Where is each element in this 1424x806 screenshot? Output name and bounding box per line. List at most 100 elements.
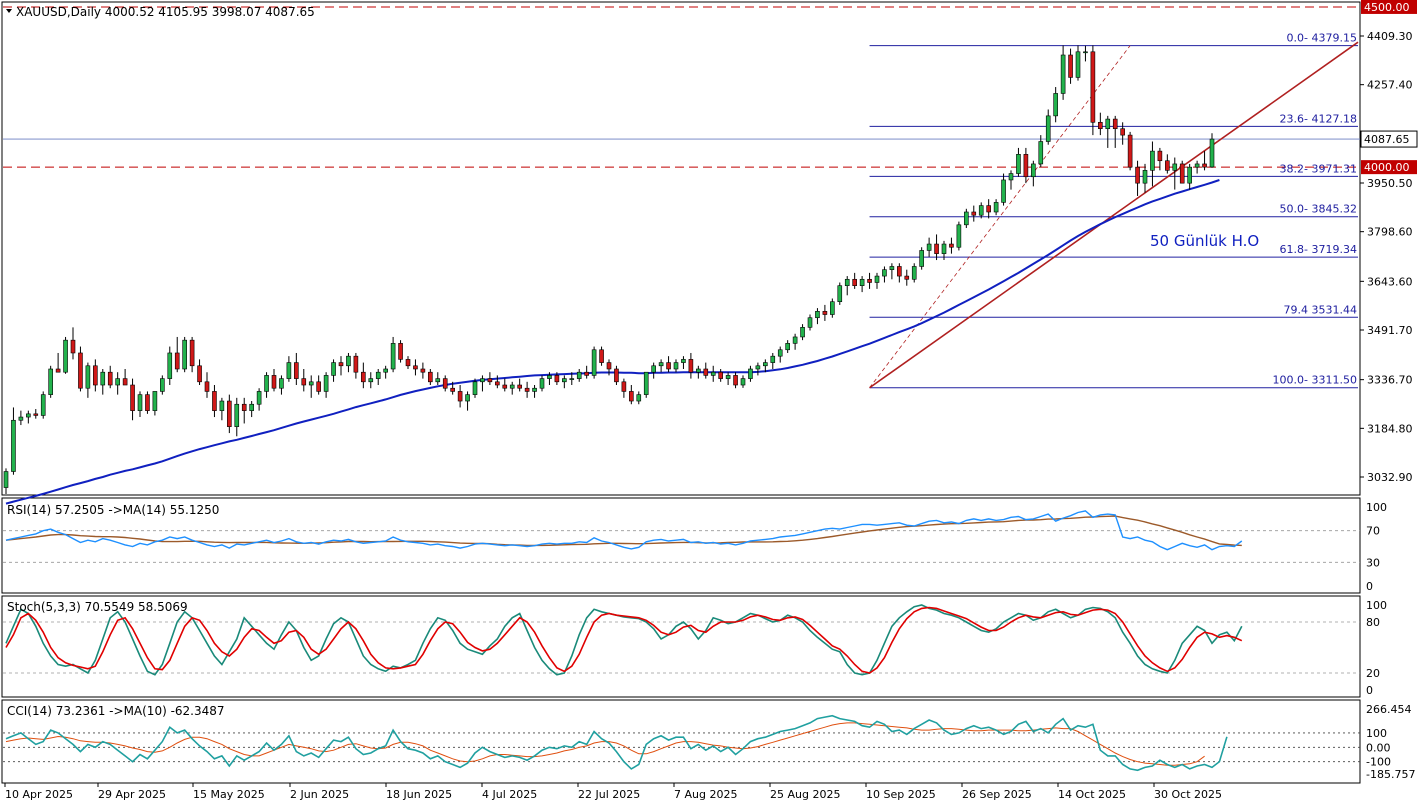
fib-level-label: 23.6- 4127.18 [1280, 112, 1357, 125]
candle [130, 378, 135, 421]
candle-body [792, 336, 798, 344]
candle [1075, 45, 1081, 81]
candle-body [591, 349, 597, 376]
candle-body [539, 378, 545, 389]
candle-body [874, 275, 880, 283]
candle-body [666, 362, 671, 370]
candle [792, 333, 798, 350]
candle-body [941, 243, 947, 254]
candle-body [420, 368, 426, 373]
candle [323, 372, 329, 398]
candle-body [271, 375, 277, 389]
candle-body [450, 387, 455, 392]
candle [301, 368, 307, 392]
candle-body [167, 352, 173, 379]
candle-body [1194, 163, 1200, 168]
ma50-line [5, 179, 1220, 505]
candle-body [1150, 150, 1155, 171]
candle [428, 368, 433, 386]
candle-body [576, 371, 582, 379]
candle-body [279, 378, 284, 389]
candle [882, 266, 887, 283]
candle-body [815, 311, 820, 319]
candle [271, 368, 277, 392]
candle-body [725, 375, 731, 379]
candle [256, 388, 262, 411]
candle [465, 391, 470, 411]
candle-body [398, 343, 403, 360]
candle-body [107, 371, 113, 386]
candle [442, 375, 448, 392]
candle-body [703, 368, 709, 376]
rsi-panel-frame [1, 497, 1361, 594]
candle [1105, 115, 1111, 148]
candle [971, 205, 977, 222]
candle [11, 407, 16, 475]
candle-body [174, 352, 180, 370]
candle-body [770, 355, 776, 363]
candle [926, 237, 932, 257]
dropdown-triangle-icon[interactable] [6, 9, 12, 13]
candle-body [331, 362, 336, 376]
candle [1165, 154, 1170, 174]
candle [867, 272, 872, 289]
candle-body [78, 352, 83, 389]
candle [517, 378, 522, 392]
candle-body [934, 243, 939, 254]
candle [629, 385, 634, 405]
rsi-label: RSI(14) 57.2505 ->MA(14) 55.1250 [7, 503, 219, 517]
candle-body [189, 339, 195, 367]
candle [1016, 147, 1021, 177]
candle-body [502, 384, 508, 389]
candle [822, 304, 828, 321]
candle [383, 365, 388, 379]
candle [398, 340, 403, 363]
candle-body [1090, 51, 1096, 123]
x-tick-label: 25 Aug 2025 [770, 788, 840, 801]
price-tick-label: 3491.70 [1367, 324, 1413, 337]
fib-level-label: 0.0- 4379.15 [1287, 32, 1357, 45]
candle [189, 336, 195, 373]
candle-body [681, 359, 686, 363]
candle-body [1098, 121, 1103, 129]
x-tick-label: 2 Jun 2025 [290, 788, 349, 801]
x-tick-label: 18 Jun 2025 [386, 788, 452, 801]
candle-body [465, 394, 470, 402]
candle-body [137, 394, 143, 411]
candle-body [375, 371, 381, 379]
fib-level-label: 61.8- 3719.34 [1280, 243, 1357, 256]
candle [70, 327, 76, 360]
candle-body [1016, 154, 1021, 174]
candle-body [1031, 163, 1036, 178]
candle-body [495, 381, 500, 386]
candle-body [807, 317, 813, 328]
candle [844, 276, 850, 296]
candle [547, 372, 552, 386]
candle [986, 199, 991, 219]
candle [361, 362, 366, 389]
candle-body [993, 202, 999, 213]
candle [509, 381, 515, 395]
candle-body [442, 378, 448, 389]
candle-body [115, 378, 120, 386]
candle-body [986, 205, 991, 213]
candle [852, 272, 857, 289]
candle [338, 356, 344, 376]
fib-level-label: 38.2- 3971.31 [1280, 162, 1357, 175]
stoch-d-line [5, 606, 1243, 674]
price-tick-label: 3032.90 [1367, 471, 1413, 484]
candle-body [606, 362, 612, 370]
candle [420, 362, 426, 379]
candle-body [130, 384, 135, 411]
candle-body [710, 371, 716, 376]
cci-tick-label: -185.757 [1366, 768, 1415, 781]
candle-body [26, 413, 31, 418]
candle-body [569, 378, 575, 380]
candle [1008, 170, 1014, 190]
candle-body [882, 269, 887, 277]
candle [1098, 112, 1103, 136]
candle-body [3, 471, 9, 488]
candle-body [212, 391, 217, 411]
candle-body [1172, 163, 1178, 171]
